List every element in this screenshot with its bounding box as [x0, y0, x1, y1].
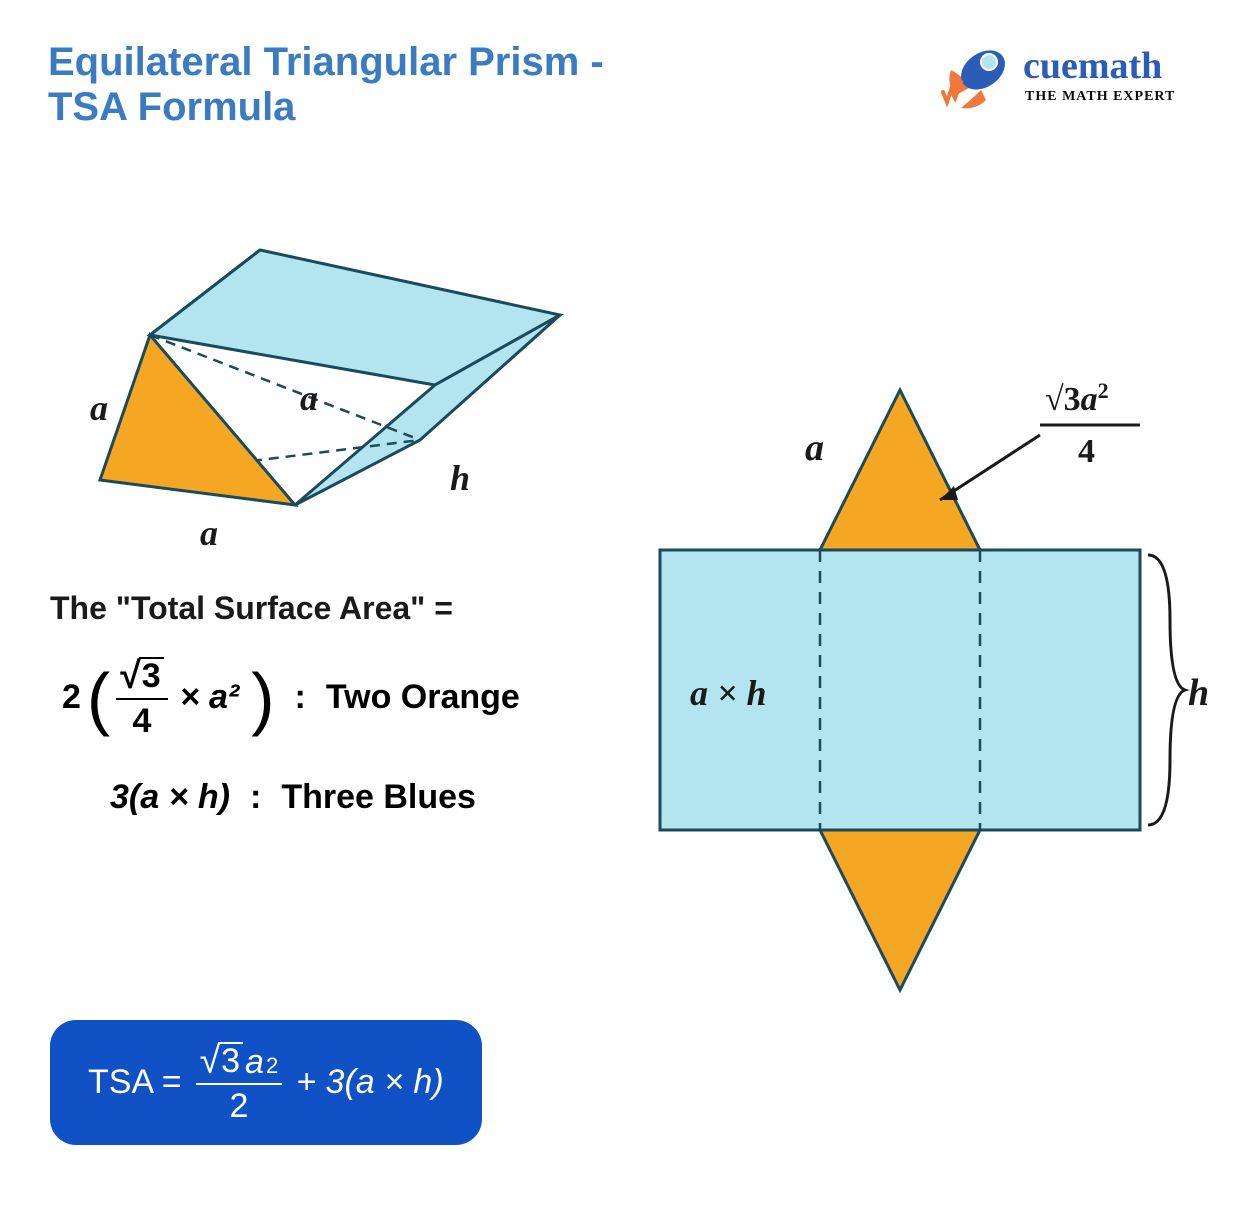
- title-line-2: TSA Formula: [48, 85, 604, 130]
- rocket-icon: [943, 42, 1012, 108]
- explanation-heading: The "Total Surface Area" =: [50, 590, 620, 627]
- label-h: h: [450, 458, 470, 498]
- page-title: Equilateral Triangular Prism - TSA Formu…: [48, 40, 604, 130]
- logo-brand: cuemath: [1023, 45, 1162, 87]
- formula-lhs: TSA =: [88, 1063, 182, 1102]
- label-a-bottom: a: [200, 513, 218, 553]
- title-line-1: Equilateral Triangular Prism -: [48, 40, 604, 85]
- net-rect-label: a × h: [690, 673, 767, 713]
- label-a-left: a: [90, 388, 108, 428]
- net-label-h: h: [1188, 672, 1209, 714]
- net-label-a: a: [805, 427, 824, 469]
- label-a-mid: a: [300, 378, 318, 418]
- cuemath-logo: cuemath THE MATH EXPERT: [941, 30, 1201, 120]
- net-tri-area: √3a2 4: [1040, 378, 1140, 470]
- row1-label: Two Orange: [326, 678, 520, 717]
- logo-tagline: THE MATH EXPERT: [1025, 89, 1175, 104]
- svg-text:4: 4: [1078, 433, 1095, 470]
- prism-net-diagram: a √3a2 4 a × h h: [640, 300, 1210, 1080]
- prism-3d-diagram: a a a h: [80, 230, 600, 560]
- formula-row-blue: 3(a × h) : Three Blues: [110, 778, 620, 817]
- row2-expr: 3(a × h): [110, 778, 230, 817]
- explanation-block: The "Total Surface Area" = 2 ( √3 4 × a²…: [50, 590, 620, 857]
- formula-rest: + 3(a × h): [296, 1063, 443, 1102]
- row2-label: Three Blues: [281, 778, 476, 817]
- tsa-formula-box: TSA = √3a2 2 + 3(a × h): [50, 1020, 482, 1145]
- formula-row-orange: 2 ( √3 4 × a² ) : Two Orange: [62, 657, 620, 738]
- coef-2: 2: [62, 678, 81, 717]
- svg-text:√3a2: √3a2: [1045, 378, 1109, 418]
